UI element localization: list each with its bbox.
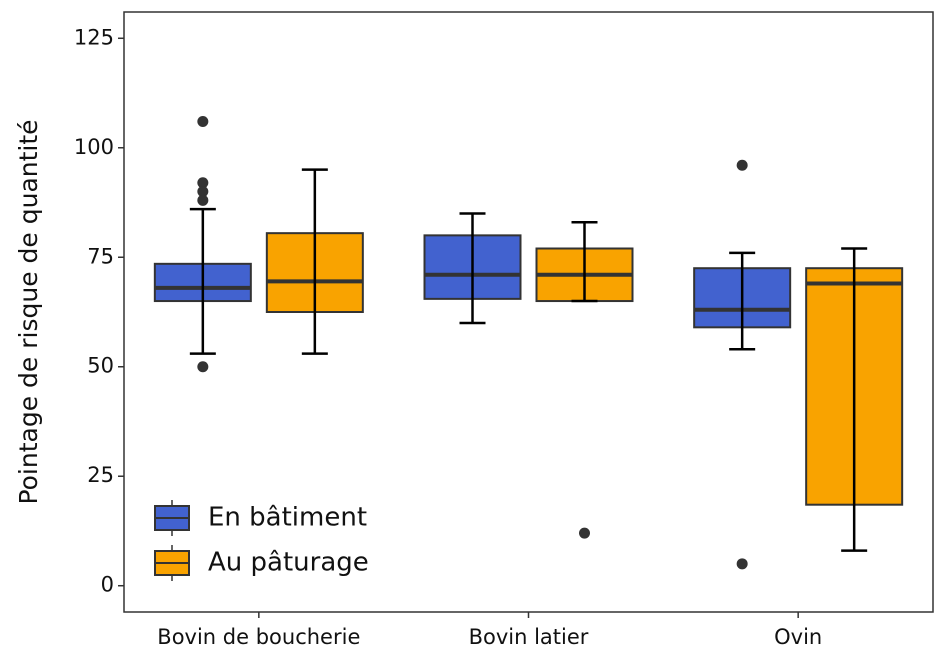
outlier — [579, 527, 590, 539]
outlier — [197, 361, 209, 373]
outlier — [197, 177, 209, 189]
legend-label: Au pâturage — [208, 548, 369, 578]
y-axis-label: Pointage de risque de quantité — [14, 119, 43, 504]
outlier — [736, 558, 748, 570]
y-tick-label: 125 — [74, 25, 114, 49]
outlier — [736, 159, 748, 171]
x-tick-label: Ovin — [774, 625, 822, 649]
legend-label: En bâtiment — [208, 503, 367, 533]
y-tick-label: 25 — [87, 463, 114, 487]
outlier — [197, 186, 209, 198]
x-tick-label: Bovin latier — [469, 625, 589, 649]
y-tick-label: 0 — [101, 573, 114, 597]
y-tick-label: 75 — [87, 244, 114, 268]
y-tick-label: 100 — [74, 135, 114, 159]
x-tick-label: Bovin de boucherie — [157, 625, 360, 649]
outlier — [197, 115, 209, 127]
outlier — [197, 194, 209, 206]
y-tick-label: 50 — [87, 354, 114, 378]
